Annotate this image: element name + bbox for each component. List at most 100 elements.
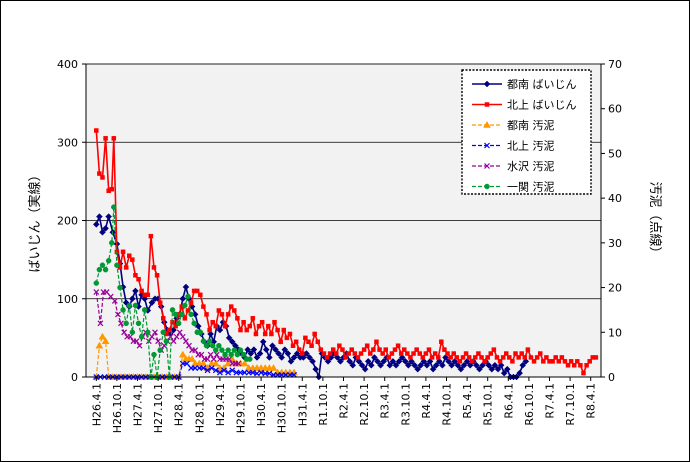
data-point [361,347,367,352]
data-point [266,370,273,377]
data-point [473,361,480,369]
data-point [368,351,373,356]
y-right-tick-label: 60 [608,103,622,116]
data-point [312,331,317,337]
data-point [213,347,219,353]
data-point [237,347,244,353]
data-point [127,333,134,340]
data-point [178,350,187,358]
legend-label: 都南 汚泥 [507,119,555,132]
data-point [312,365,320,373]
data-point [152,329,158,336]
data-point [97,320,104,327]
data-point [513,351,518,356]
data-point [238,327,243,333]
data-point [330,347,336,352]
data-point [541,359,546,364]
data-point [408,355,413,360]
data-point [337,357,344,365]
data-point [213,323,219,329]
data-point [111,136,117,141]
data-point [136,276,141,282]
data-point [192,347,199,354]
data-point [160,329,166,336]
data-point [528,355,534,360]
data-point [225,347,231,353]
data-point [386,355,392,360]
data-point [457,365,465,373]
data-point [497,359,503,364]
legend-label: 北上 ばいじん [507,99,577,112]
data-point [306,354,313,361]
data-point [141,307,148,313]
data-point [432,361,440,369]
data-point [207,351,214,358]
data-point [109,186,114,192]
data-point [198,351,205,358]
data-point [170,338,177,345]
x-tick-label: R8.4.1 [585,383,598,419]
data-point [148,233,154,239]
data-point [148,333,155,340]
data-point [414,347,419,352]
data-point [99,262,106,268]
data-point [132,302,139,309]
legend-marker [484,142,490,149]
data-point [275,327,280,333]
x-tick-label: R3.10.1 [399,383,412,426]
data-point [194,322,202,330]
data-point [436,355,441,360]
legend-label: 水沢 汚泥 [507,159,555,173]
data-point [290,354,298,361]
data-point [284,350,292,357]
data-point [118,320,124,327]
data-point [179,333,186,340]
data-point [225,369,232,376]
data-point [544,355,549,360]
data-point [151,265,157,270]
data-point [287,357,295,365]
data-point [182,302,188,309]
data-point [423,351,429,356]
data-point [361,365,369,373]
data-point [231,347,238,353]
data-point [240,359,249,367]
data-point [213,351,220,358]
data-point [139,288,144,294]
y-right-tick-label: 10 [608,326,622,339]
legend-marker [484,102,490,107]
x-tick-label: R6.4.1 [502,383,515,419]
data-point [275,350,282,357]
data-point [253,354,261,361]
data-point [454,355,460,360]
data-point [100,175,105,180]
data-point [262,346,270,353]
data-point [93,280,100,286]
data-point [402,347,407,352]
x-tick-label: R2.4.1 [338,383,351,419]
data-point [244,346,252,353]
legend-label: 一関 汚泥 [507,181,555,194]
legend-entry: 都南 汚泥 [472,119,555,132]
data-point [204,367,211,374]
data-point [355,357,363,365]
data-point [247,323,253,329]
data-point [503,365,511,373]
data-point [254,370,260,377]
data-point [463,351,469,356]
data-point [155,338,162,345]
data-point [173,323,178,329]
data-point [157,347,163,353]
data-point [584,363,589,368]
data-point [240,351,247,358]
data-point [327,351,333,356]
data-point [98,332,107,340]
data-point [386,361,394,369]
data-point [225,334,233,342]
data-point [309,357,316,365]
legend-marker [483,121,491,128]
data-point [470,359,475,364]
data-point [358,361,366,369]
data-point [256,350,264,357]
data-point [377,347,382,352]
